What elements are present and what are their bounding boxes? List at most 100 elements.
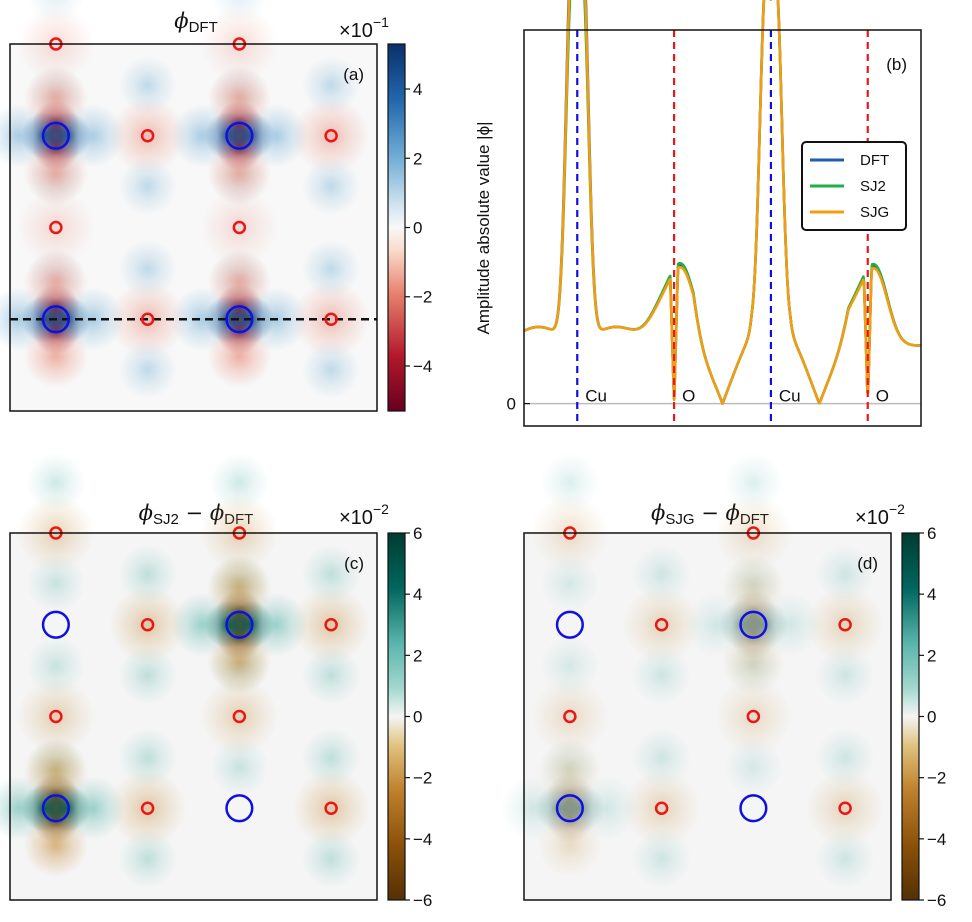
legend-entry: DFT — [860, 152, 889, 169]
o-site-marker — [49, 220, 63, 235]
o-site-lobe — [623, 586, 701, 664]
o-site-lobe-alt — [210, 453, 269, 512]
panel-a-colorbar: −4 −2 0 2 4 — [387, 43, 432, 412]
panel-b-plot-layer: 0 Cu O Cu O — [507, 0, 922, 426]
site-marker-label: O — [876, 387, 889, 406]
panel-b-label: (b) — [886, 55, 907, 74]
cu-site-marker — [225, 121, 254, 150]
site-marker-label: Cu — [585, 387, 607, 406]
o-site-lobe-alt — [540, 554, 600, 613]
cu-site-marker — [739, 610, 768, 639]
cu-outer-lobe — [60, 103, 125, 168]
panel-b-frame — [523, 29, 922, 427]
cu-site-marker — [555, 794, 584, 823]
panel-c-colorbar-multiplier: ×10−2 — [339, 501, 389, 529]
o-site-marker — [140, 801, 155, 816]
colorbar-tick-label: −4 — [927, 830, 946, 849]
panel-c-colorbar: −6 −4 −2 0 2 4 6 — [387, 524, 432, 910]
colorbar-tick-label: −2 — [413, 769, 432, 788]
o-site-lobe — [531, 677, 609, 756]
colorbar-tick-label: −6 — [413, 891, 432, 910]
cu-site-marker — [225, 305, 254, 334]
site-marker-label: Cu — [779, 387, 801, 406]
colorbar-tick-label: 2 — [927, 646, 936, 665]
o-site-lobe-alt — [118, 728, 177, 788]
o-site-lobe — [806, 586, 884, 664]
o-site-lobe-alt — [26, 636, 86, 696]
o-site-marker — [140, 128, 155, 143]
o-site-lobe-alt — [301, 156, 361, 216]
colorbar-tick-label: 6 — [927, 524, 936, 543]
o-site-marker — [654, 617, 669, 632]
colorbar-tick-label: 2 — [413, 646, 422, 665]
panel-d-label: (d) — [857, 554, 878, 573]
panel-a-heatmap-layer — [0, 0, 377, 411]
o-site-lobe-alt — [301, 645, 361, 705]
cu-outer-lobe — [757, 592, 823, 657]
o-site-marker — [838, 617, 852, 632]
o-site-lobe-alt — [301, 239, 361, 299]
cu-outer-lobe — [0, 103, 52, 168]
o-site-lobe-alt — [540, 453, 600, 512]
colorbar-tick-label: 4 — [413, 80, 422, 99]
panel-a-frame — [9, 43, 378, 412]
legend-entry: SJG — [860, 204, 889, 221]
cu-site-marker — [41, 121, 70, 150]
o-site-lobe — [17, 188, 95, 267]
panel-b-legend: DFT SJ2 SJG — [801, 141, 907, 231]
cu-site-marker — [41, 794, 70, 823]
colorbar-bar — [901, 532, 920, 901]
o-site-lobe-alt — [724, 737, 783, 797]
panel-d-frame — [523, 532, 892, 901]
o-site-lobe-alt — [632, 645, 691, 705]
cu-site-marker — [739, 794, 768, 823]
o-site-lobe-alt — [118, 55, 177, 115]
panel-b-ylabel: Amplitude absolute value |ϕ| — [474, 121, 493, 334]
panel-c-label: (c) — [344, 554, 364, 573]
o-site-lobe-alt — [540, 636, 600, 696]
cu-outer-lobe — [501, 776, 566, 841]
o-site-lobe-alt — [27, 0, 85, 23]
o-site-lobe-alt — [210, 737, 269, 797]
o-site-lobe-alt — [724, 453, 783, 512]
cu-outer-lobe — [243, 592, 309, 657]
panel-d-colorbar-multiplier: ×10−2 — [855, 501, 905, 529]
o-site-lobe — [714, 677, 792, 756]
o-site-lobe — [292, 769, 370, 847]
o-site-lobe-alt — [26, 453, 86, 512]
o-site-lobe-alt — [301, 55, 361, 115]
o-site-lobe — [292, 586, 370, 664]
o-site-lobe-alt — [815, 544, 875, 604]
o-site-marker — [324, 617, 338, 632]
o-site-lobe — [806, 769, 884, 847]
o-site-marker — [324, 312, 338, 327]
o-site-lobe-alt — [118, 645, 177, 705]
colorbar-tick-label: 0 — [413, 219, 422, 238]
cu-outer-lobe — [60, 776, 125, 841]
o-site-marker — [324, 801, 338, 816]
o-site-lobe-alt — [210, 0, 269, 23]
series-line-sjg — [523, 0, 922, 405]
o-site-marker — [324, 128, 338, 143]
colorbar-tick-label: −2 — [927, 769, 946, 788]
o-site-marker — [49, 709, 63, 724]
o-site-lobe-alt — [632, 728, 691, 788]
colorbar-tick-label: 4 — [927, 585, 936, 604]
o-site-lobe-alt — [632, 829, 691, 889]
o-site-lobe-alt — [815, 645, 875, 705]
o-site-lobe — [109, 97, 187, 175]
cu-site-marker — [225, 610, 254, 639]
o-site-lobe — [200, 677, 278, 756]
cu-outer-lobe — [684, 592, 749, 657]
cu-outer-lobe — [0, 776, 52, 841]
o-site-lobe-alt — [301, 728, 361, 788]
panel-d-colorbar: −6 −4 −2 0 2 4 6 — [901, 524, 946, 910]
panel-c-frame — [9, 532, 378, 901]
colorbar-tick-label: 0 — [413, 708, 422, 727]
o-site-lobe — [292, 280, 370, 358]
o-site-lobe-alt — [26, 554, 86, 613]
